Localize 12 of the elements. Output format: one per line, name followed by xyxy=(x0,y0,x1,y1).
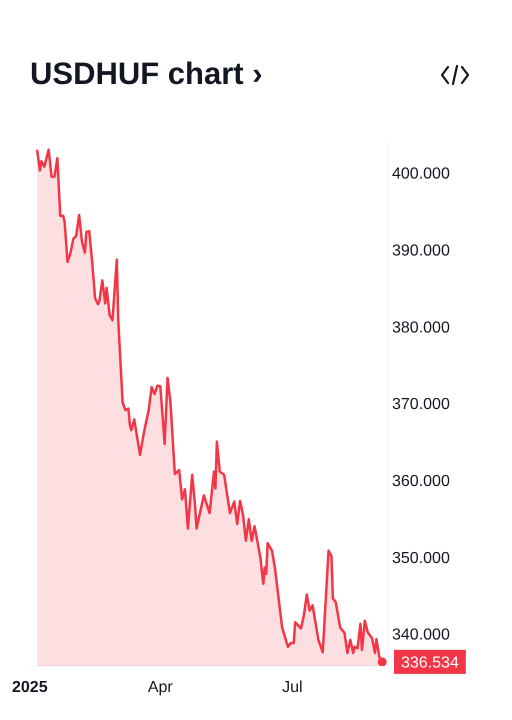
x-tick-label: 2025 xyxy=(12,679,48,696)
x-tick-label: Apr xyxy=(148,679,174,696)
y-tick-label: 360.000 xyxy=(392,473,450,490)
annotation: 336.534 xyxy=(401,654,459,672)
y-tick-label: 340.000 xyxy=(392,626,450,644)
x-tick-label: Jul xyxy=(282,679,303,696)
y-tick-label: 400.000 xyxy=(392,166,450,183)
chart-title: USDHUF chart › xyxy=(30,56,263,92)
y-tick-label: 350.000 xyxy=(392,550,450,567)
y-tick-label: 390.000 xyxy=(392,242,450,260)
y-tick-label: 370.000 xyxy=(392,396,450,414)
y-tick-label: 380.000 xyxy=(392,319,450,336)
